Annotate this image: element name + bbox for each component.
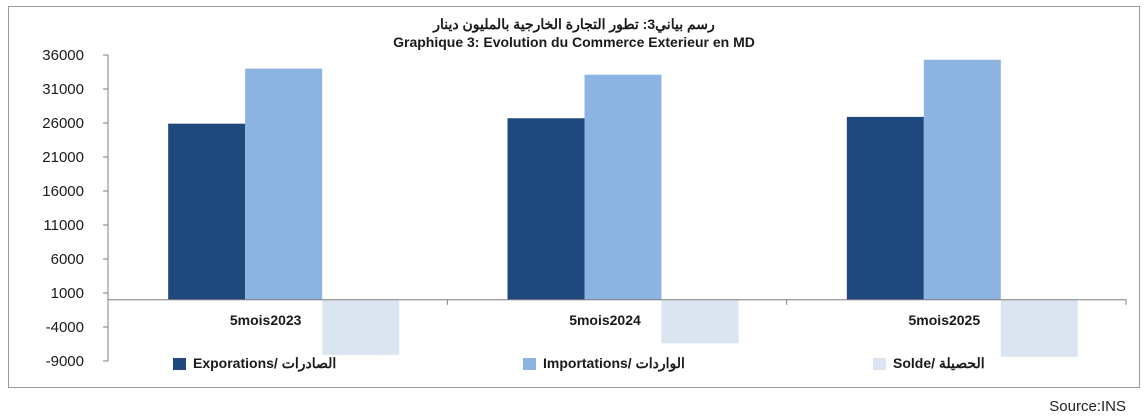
bar-exports bbox=[168, 123, 246, 300]
legend-swatch-balance bbox=[873, 358, 886, 370]
y-tick-label: -4000 bbox=[46, 319, 84, 336]
x-category-label: 5mois2023 bbox=[230, 312, 302, 328]
legend-swatch-exports bbox=[173, 358, 186, 370]
bar-imports bbox=[584, 74, 662, 300]
bar-exports bbox=[507, 118, 585, 300]
legend-label: Solde/ الحصيلة bbox=[893, 355, 985, 371]
x-category-label: 5mois2025 bbox=[909, 312, 981, 328]
y-tick-label: 6000 bbox=[51, 251, 84, 268]
legend-swatch-imports bbox=[523, 358, 536, 370]
bar-imports bbox=[245, 68, 323, 300]
bar-balance bbox=[1000, 299, 1078, 357]
y-tick-label: 31000 bbox=[42, 81, 84, 98]
bar-imports bbox=[923, 59, 1001, 300]
source-note: Source:INS bbox=[1049, 398, 1126, 415]
bar-balance bbox=[322, 299, 400, 355]
y-tick-label: 36000 bbox=[42, 47, 84, 64]
legend-label: Importations/ الواردات bbox=[543, 355, 685, 372]
x-category-label: 5mois2024 bbox=[569, 312, 641, 328]
y-tick-label: 16000 bbox=[42, 183, 84, 200]
y-tick-label: 21000 bbox=[42, 149, 84, 166]
y-tick-label: 26000 bbox=[42, 115, 84, 132]
bar-exports bbox=[846, 116, 924, 300]
legend-label: Exporations/ الصادرات bbox=[193, 355, 336, 372]
bar-balance bbox=[661, 299, 739, 344]
chart-frame bbox=[8, 6, 1140, 388]
chart-subtitle: Graphique 3: Evolution du Commerce Exter… bbox=[393, 34, 755, 50]
y-tick-label: 11000 bbox=[43, 217, 84, 234]
y-tick-label: -9000 bbox=[46, 353, 84, 370]
chart-title: رسم بياني3: تطور التجارة الخارجية بالملي… bbox=[433, 16, 715, 32]
y-tick-label: 1000 bbox=[51, 285, 84, 302]
